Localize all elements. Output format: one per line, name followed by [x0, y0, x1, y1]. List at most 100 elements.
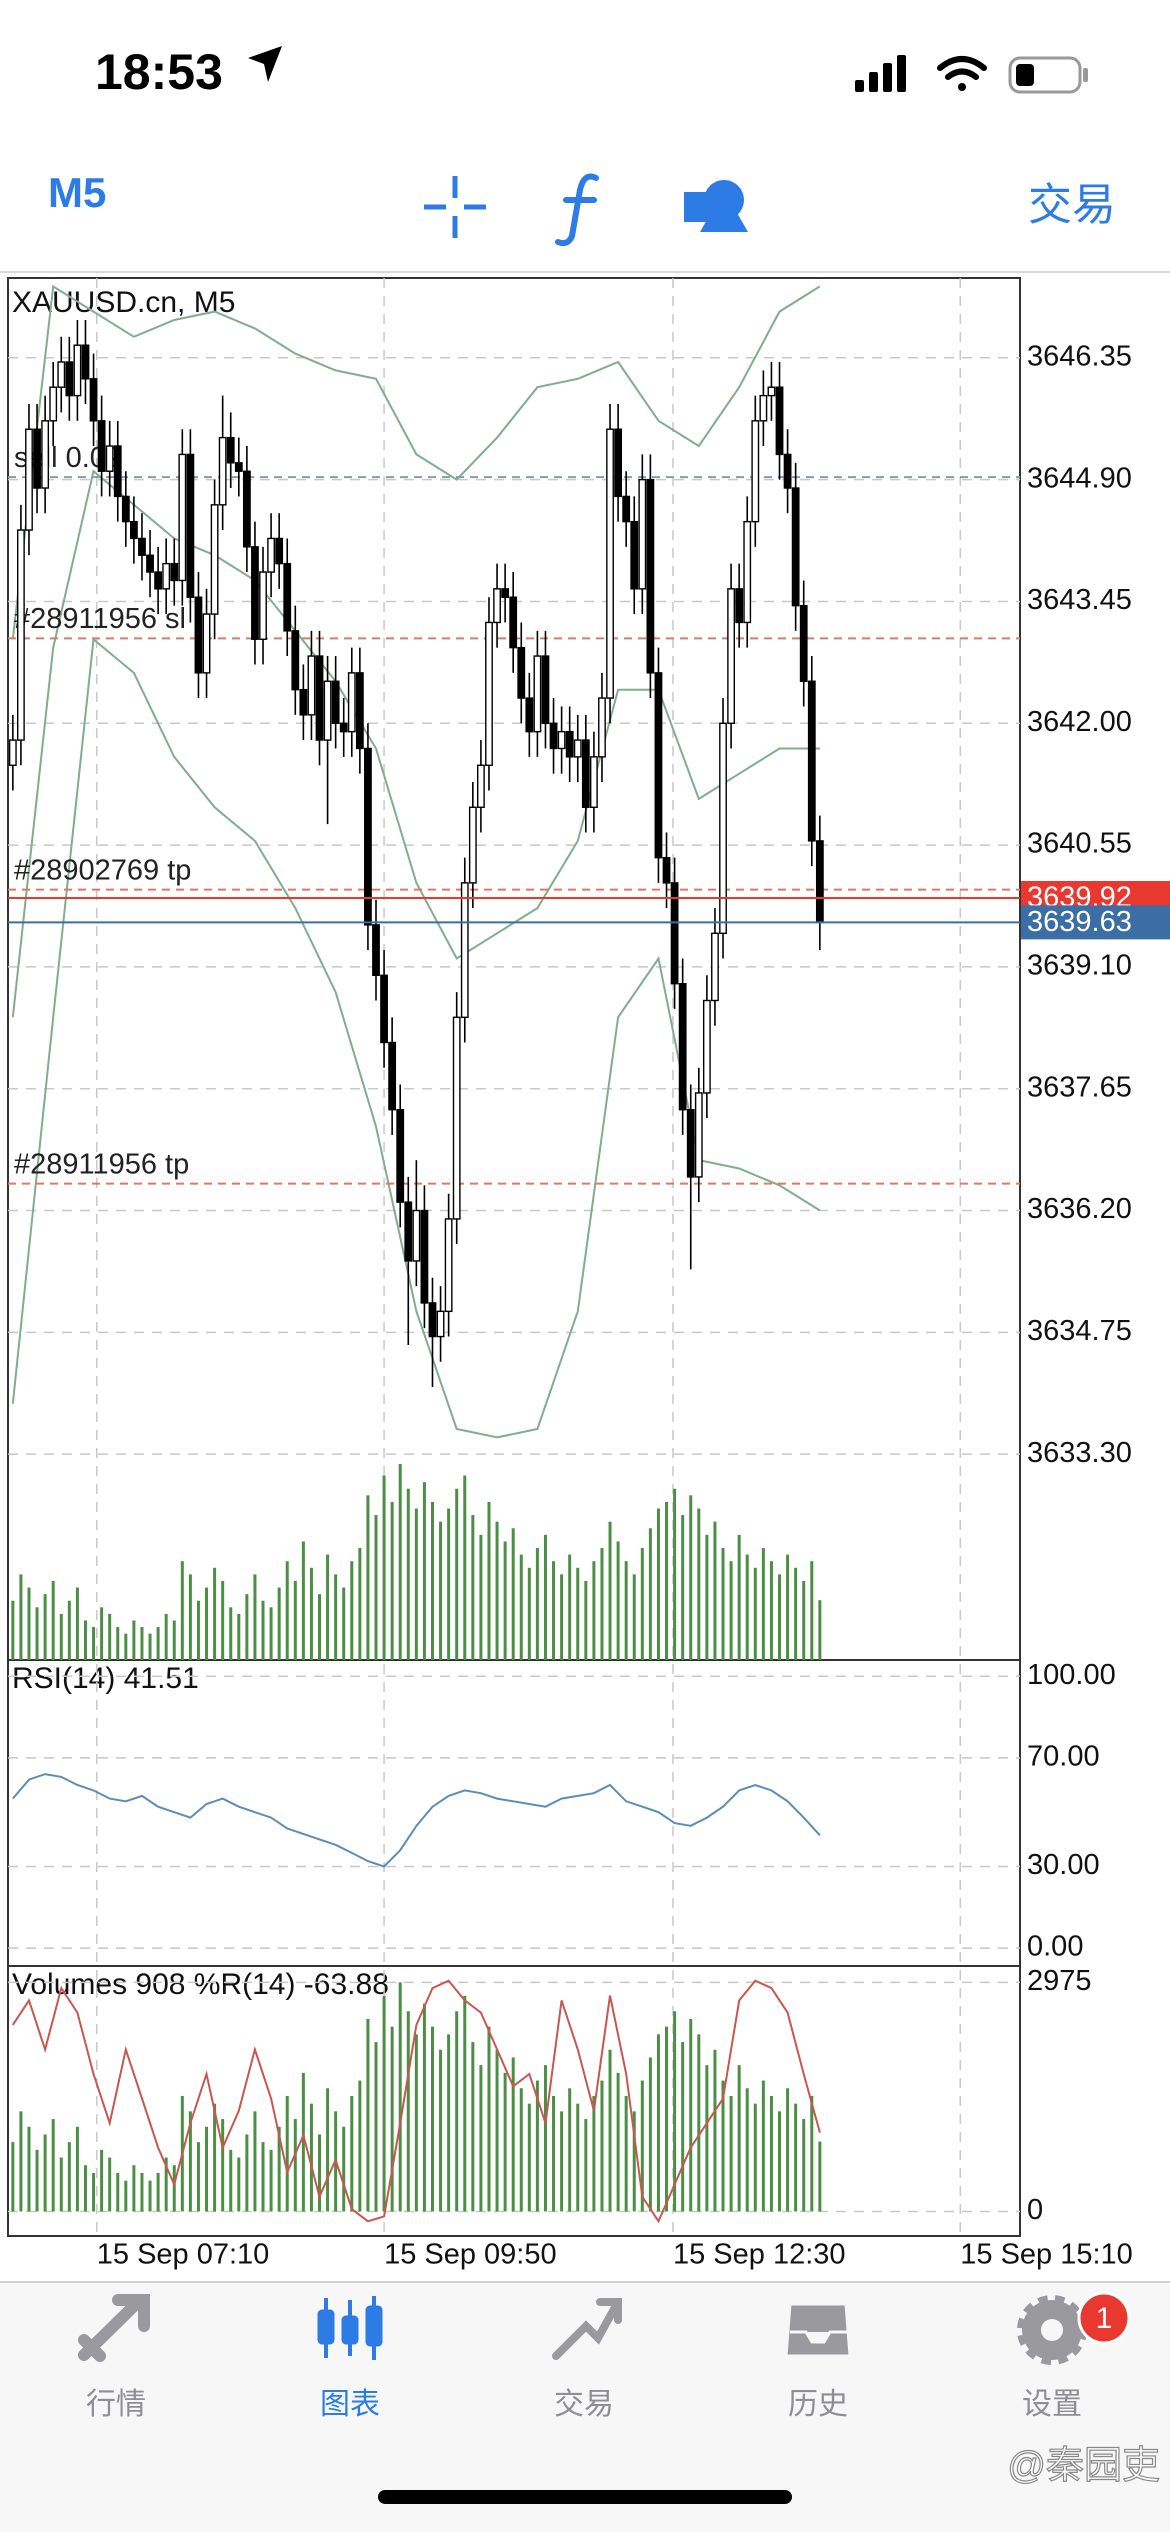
tab-label[interactable]: 交易	[554, 2388, 614, 2421]
volume-bar	[301, 2072, 305, 2212]
y-tick-label: 3637.65	[1027, 1071, 1132, 1103]
objects-button[interactable]	[684, 180, 748, 232]
volume-bar	[616, 1541, 620, 1660]
tab-label[interactable]: 历史	[788, 2388, 848, 2421]
candle-body	[807, 680, 816, 842]
candle-body	[49, 386, 58, 422]
volume-bar	[487, 2026, 491, 2212]
candle-body	[654, 672, 663, 859]
volume-bar	[560, 1574, 564, 1660]
volume-bar	[818, 1600, 822, 1660]
candle-body	[727, 588, 735, 724]
candle-body	[307, 655, 316, 716]
status-time: 18:53	[95, 44, 223, 100]
candle-body	[751, 420, 760, 523]
candle-body	[162, 562, 171, 590]
tab-label[interactable]: 图表	[320, 2388, 380, 2421]
candle-body	[380, 974, 388, 1044]
volume-bar	[705, 1534, 709, 1660]
volume-bar	[205, 2126, 209, 2212]
volume-bar	[463, 1995, 467, 2212]
candle-body	[121, 495, 130, 523]
volume-bar	[188, 2111, 192, 2212]
candle-body	[702, 999, 711, 1094]
tab-label[interactable]: 行情	[86, 2388, 146, 2421]
volume-bar	[422, 1482, 426, 1660]
candle-body	[347, 672, 356, 733]
volume-bar	[495, 2049, 499, 2212]
volume-bar	[414, 2034, 418, 2212]
candle-body	[283, 562, 292, 632]
volume-bar	[19, 1574, 23, 1660]
candle-body	[509, 596, 518, 649]
volume-bar	[697, 1508, 701, 1660]
volume-bar	[196, 2142, 200, 2212]
volume-bar	[293, 2119, 297, 2212]
candle-body	[33, 428, 41, 489]
chart-icon[interactable]	[317, 2296, 383, 2360]
x-tick-label: 15 Sep 09:50	[384, 2239, 557, 2271]
candle-body	[323, 680, 332, 741]
candle-body	[291, 630, 300, 691]
volume-bar	[11, 1600, 15, 1660]
settings-icon[interactable]	[1017, 2295, 1087, 2365]
candle-body	[186, 453, 195, 598]
candle-body	[81, 344, 90, 380]
volume-bar	[374, 2042, 378, 2212]
battery-icon	[1008, 56, 1088, 94]
volume-bar	[132, 1620, 136, 1660]
volume-bar	[802, 1580, 806, 1660]
candle-body	[146, 554, 154, 573]
tab-label[interactable]: 设置	[1022, 2388, 1082, 2421]
y-tick-label: 3640.55	[1027, 828, 1132, 860]
volume-bar	[124, 1633, 128, 1660]
candle-body	[315, 655, 324, 741]
volume-bar	[705, 2065, 709, 2212]
y-tick-label: 3643.45	[1027, 584, 1132, 616]
volume-bar	[51, 2119, 55, 2212]
watermark: @秦园吏	[1007, 2445, 1160, 2487]
volume-bar	[374, 1515, 378, 1660]
volume-bar	[689, 1495, 693, 1660]
volume-bar	[164, 2157, 168, 2212]
volume-bar	[245, 1594, 249, 1660]
volume-bar	[745, 1554, 749, 1660]
volume-bar	[253, 2111, 257, 2212]
trade-icon[interactable]	[552, 2298, 622, 2360]
volume-bar	[390, 2026, 394, 2212]
candle-body	[485, 621, 493, 766]
volume-bar	[406, 1488, 410, 1660]
volume-bar	[737, 2065, 741, 2212]
candle-body	[372, 924, 380, 977]
volume-bar	[67, 2142, 71, 2212]
volume-bar	[430, 1501, 434, 1660]
volume-bar	[59, 2157, 63, 2212]
volume-bar	[527, 2103, 531, 2212]
candle-body	[41, 420, 50, 489]
volume-bar	[156, 2172, 160, 2212]
signal-icon	[855, 55, 906, 92]
volume-bar	[334, 1574, 338, 1660]
candle-body	[614, 428, 623, 498]
crosshair-button[interactable]	[424, 176, 486, 238]
history-icon[interactable]	[784, 2302, 852, 2358]
volume-bar	[422, 2003, 426, 2212]
candle-body	[767, 386, 776, 397]
timeframe-button[interactable]: M5	[48, 169, 106, 216]
volume-bar	[600, 2080, 604, 2212]
quotes-icon[interactable]	[78, 2294, 150, 2362]
volume-bar	[786, 2088, 790, 2212]
y-tick-label: 3636.20	[1027, 1193, 1132, 1225]
candle-body	[138, 537, 146, 556]
volume-bar	[100, 1607, 104, 1660]
trade-button[interactable]: 交易	[1028, 181, 1116, 230]
volume-bar	[116, 2172, 120, 2212]
volume-bar	[27, 2126, 31, 2212]
volume-bar	[92, 2172, 96, 2212]
candle-body	[404, 1201, 413, 1262]
candle-body	[775, 386, 784, 456]
volume-bar	[640, 2080, 644, 2212]
home-indicator	[378, 2490, 792, 2504]
volume-bar	[309, 1567, 313, 1660]
indicators-button[interactable]	[555, 173, 599, 247]
